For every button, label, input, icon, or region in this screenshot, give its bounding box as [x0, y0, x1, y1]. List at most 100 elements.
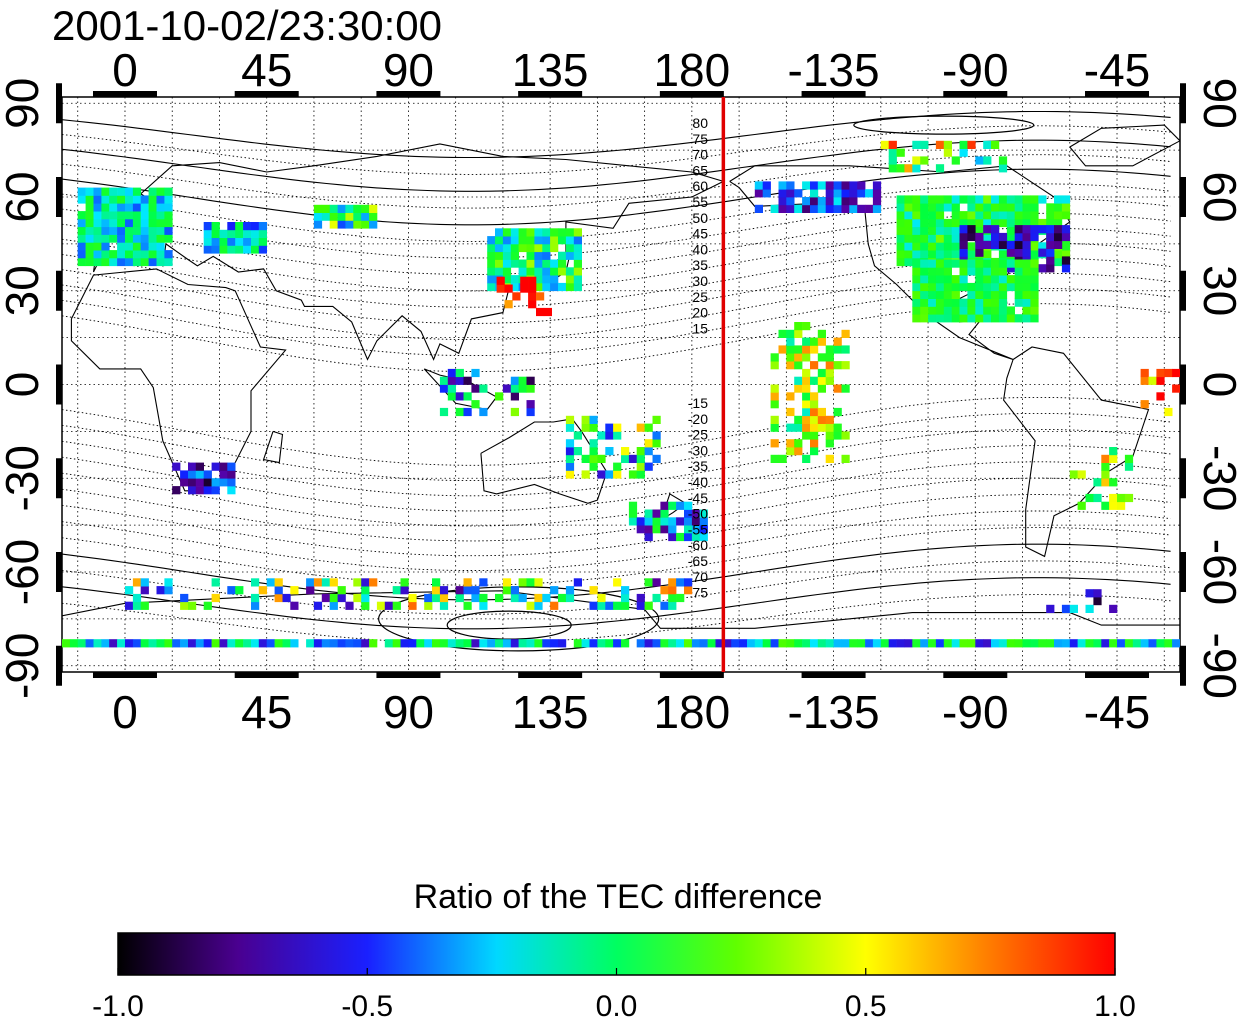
tec-pixel	[518, 236, 527, 245]
tec-pixel	[691, 517, 701, 526]
tec-pixel	[1022, 639, 1031, 648]
tec-pixel	[644, 447, 653, 456]
tec-pixel	[628, 517, 638, 526]
tec-pixel	[786, 392, 795, 401]
tec-pixel	[644, 578, 653, 587]
tec-pixel	[251, 601, 260, 610]
tec-pixel	[983, 639, 992, 648]
tec-pixel	[502, 228, 512, 237]
tec-pixel	[227, 586, 236, 595]
tec-pixel	[565, 243, 575, 253]
tec-pixel	[140, 639, 149, 648]
tec-pixel	[959, 240, 968, 249]
tec-pixel	[589, 586, 598, 595]
tec-pixel	[463, 586, 472, 595]
tec-pixel	[621, 454, 630, 463]
tec-pixel	[565, 423, 575, 432]
tec-pixel	[93, 187, 102, 196]
tec-pixel	[904, 203, 913, 212]
left-tick-bar	[56, 364, 62, 405]
tec-pixel	[636, 601, 645, 610]
tec-pixel	[1030, 225, 1039, 234]
tec-pixel	[991, 314, 1000, 323]
tec-pixel	[400, 578, 409, 587]
tec-pixel	[1022, 282, 1031, 292]
tec-pixel	[1085, 604, 1094, 613]
tec-pixel	[794, 447, 803, 456]
tec-pixel	[504, 284, 513, 293]
tec-pixel	[1061, 639, 1071, 648]
tec-pixel	[117, 639, 126, 648]
tec-pixel	[920, 211, 929, 220]
tec-pixel	[101, 203, 110, 212]
tec-pixel	[195, 478, 204, 487]
tec-pixel	[794, 415, 803, 424]
tec-pixel	[967, 225, 976, 234]
tec-pixel	[117, 187, 126, 196]
tec-pixel	[1109, 454, 1118, 463]
tec-pixel	[967, 203, 976, 212]
tec-pixel	[125, 187, 134, 196]
top-tick-bar	[234, 91, 299, 97]
tec-pixel	[605, 601, 614, 610]
tec-pixel	[1030, 195, 1039, 204]
tec-pixel	[235, 586, 244, 595]
tec-pixel	[565, 454, 575, 463]
tec-pixel	[447, 384, 456, 393]
top-tick-bar	[943, 91, 1008, 97]
tec-pixel	[676, 517, 685, 526]
mlat-label: -45	[688, 490, 708, 506]
tec-pixel	[644, 532, 653, 542]
tec-pixel	[802, 407, 811, 417]
tec-pixel	[93, 218, 102, 228]
tec-pixel	[1022, 259, 1031, 268]
x-tick-label-bottom: -135	[788, 686, 880, 738]
tec-pixel	[1038, 218, 1047, 228]
tec-pixel	[1014, 218, 1023, 228]
tec-pixel	[928, 195, 937, 204]
tec-pixel	[463, 578, 472, 587]
tec-pixel	[164, 203, 173, 212]
tec-pixel	[912, 234, 921, 243]
tec-pixel	[975, 248, 984, 257]
tec-pixel	[691, 525, 701, 534]
tec-pixel	[786, 439, 795, 448]
tec-pixel	[558, 236, 567, 245]
tec-pixel	[164, 211, 173, 220]
tec-pixel	[865, 204, 874, 213]
tec-pixel	[1046, 248, 1055, 257]
right-tick-bar	[1180, 364, 1186, 405]
tec-pixel	[1014, 240, 1023, 249]
tec-pixel	[1022, 314, 1031, 323]
tec-pixel	[510, 282, 519, 292]
tec-pixel	[203, 237, 212, 246]
tec-pixel	[77, 250, 86, 259]
tec-pixel	[164, 195, 173, 204]
tec-pixel	[487, 243, 496, 253]
tec-pixel	[211, 486, 220, 495]
tec-pixel	[684, 578, 693, 587]
tec-pixel	[1038, 225, 1047, 234]
tec-pixel	[959, 298, 968, 307]
tec-pixel	[1061, 242, 1071, 251]
tec-pixel	[266, 578, 275, 587]
tec-pixel	[928, 306, 937, 315]
tec-pixel	[536, 292, 545, 301]
tec-pixel	[573, 431, 582, 440]
tec-pixel	[534, 243, 543, 253]
top-tick-bar	[659, 91, 724, 97]
tec-pixel	[227, 222, 236, 231]
tec-pixel	[227, 478, 236, 487]
right-tick-bar	[1180, 645, 1186, 686]
tec-pixel	[975, 203, 984, 212]
tec-pixel	[613, 462, 622, 471]
tec-pixel	[825, 197, 834, 206]
tec-pixel	[935, 314, 945, 323]
tec-pixel	[841, 639, 850, 648]
tec-pixel	[825, 415, 834, 424]
tec-pixel	[841, 189, 850, 198]
tec-pixel	[636, 423, 645, 432]
tec-pixel	[975, 290, 984, 299]
tec-pixel	[935, 211, 945, 220]
tec-pixel	[691, 639, 701, 648]
